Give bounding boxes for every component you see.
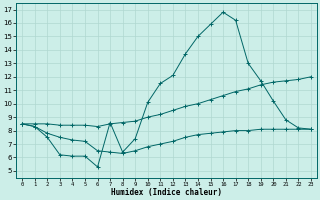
X-axis label: Humidex (Indice chaleur): Humidex (Indice chaleur) (111, 188, 222, 197)
